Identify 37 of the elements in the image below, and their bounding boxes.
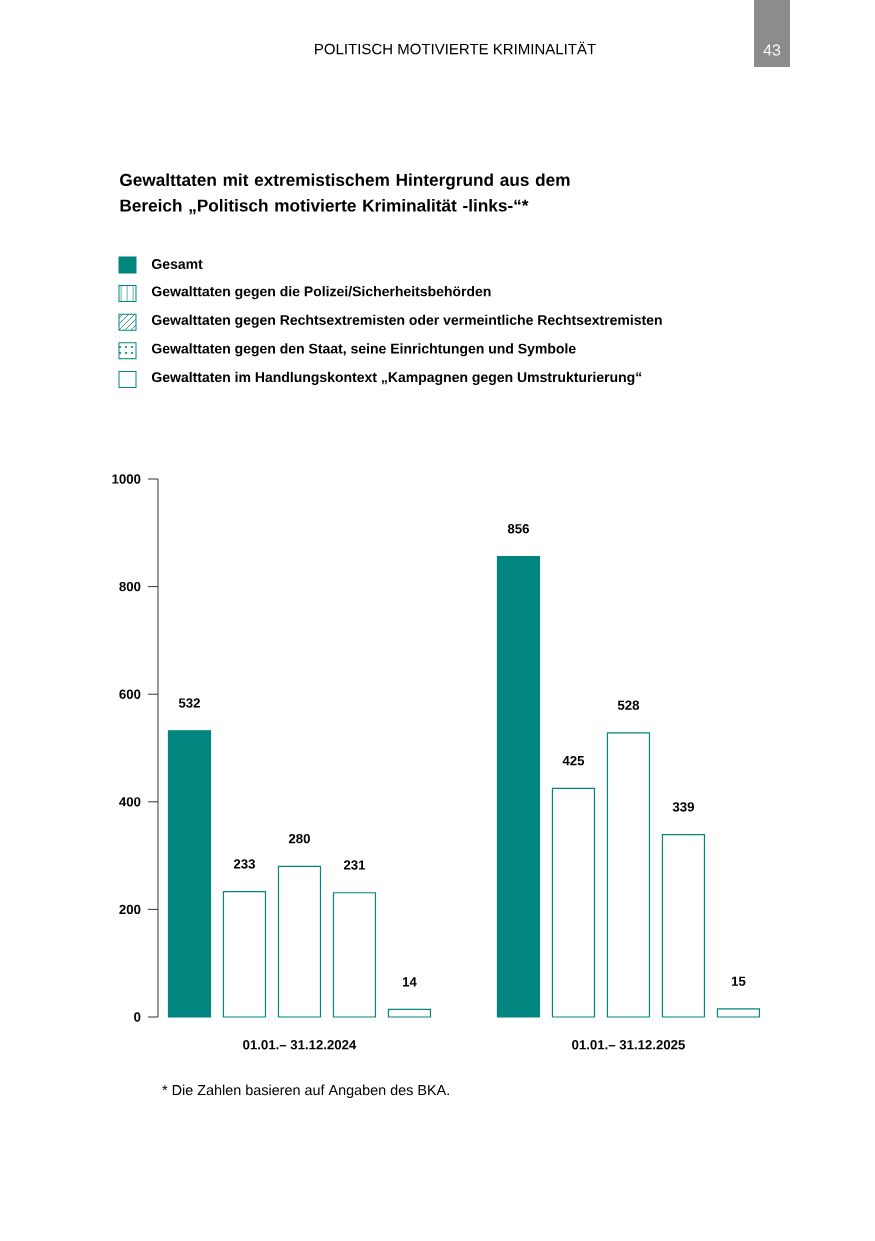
data-label: 339 (672, 802, 694, 812)
text: POLITISCH MOTIVIERTE KRIMINALITÄT (315, 41, 596, 55)
legend-label: Gewalttaten gegen den Staat, seine Einrichtungen und Symbole (151, 343, 576, 357)
bar (551, 787, 596, 1018)
data-label: 532 (178, 698, 200, 708)
text: * Die Zahlen basieren auf Angaben des BKA. (162, 1084, 449, 1098)
legend-label: Gesamt (151, 259, 203, 269)
bar (332, 892, 377, 1018)
bar (496, 555, 541, 1018)
y-tick-label: 200 (119, 904, 141, 915)
y-tick-label: 0 (134, 1012, 141, 1022)
bar (716, 1008, 761, 1018)
bar (661, 834, 706, 1018)
data-label: 280 (288, 833, 310, 844)
x-tick-label: 01.01.– 31.12.2024 (243, 1040, 357, 1050)
y-tick-label: 1000 (112, 474, 141, 484)
y-tick-label: 800 (119, 581, 141, 592)
data-label: 233 (233, 859, 255, 869)
data-label: 15 (731, 976, 746, 986)
bar (222, 891, 267, 1018)
x-tick-label: 01.01.– 31.12.2025 (572, 1040, 685, 1050)
legend-label: Gewalttaten gegen die Polizei/Sicherheitsbehörden (151, 286, 491, 300)
legend-label: Gewalttaten im Handlungskontext „Kampagnen gegen Umstrukturierung“ (151, 371, 642, 385)
data-label: 231 (343, 860, 366, 870)
bar (606, 732, 651, 1018)
data-label: 14 (402, 977, 417, 987)
text: 43 (763, 44, 781, 56)
chart-title: Gewalttaten mit extremistischem Hintergrund aus dem Bereich „Politisch motivierte Kriminalität -links-“* (120, 173, 570, 215)
bar (167, 730, 212, 1018)
bar (387, 1008, 432, 1018)
legend-label: Gewalttaten gegen Rechtsextremisten oder vermeintliche Rechtsextremisten (151, 314, 662, 328)
data-label: 425 (562, 755, 585, 766)
data-label: 856 (507, 524, 529, 534)
data-label: 528 (617, 700, 640, 710)
bar (277, 865, 322, 1018)
y-tick-label: 600 (119, 689, 141, 699)
y-tick-label: 400 (119, 797, 141, 807)
